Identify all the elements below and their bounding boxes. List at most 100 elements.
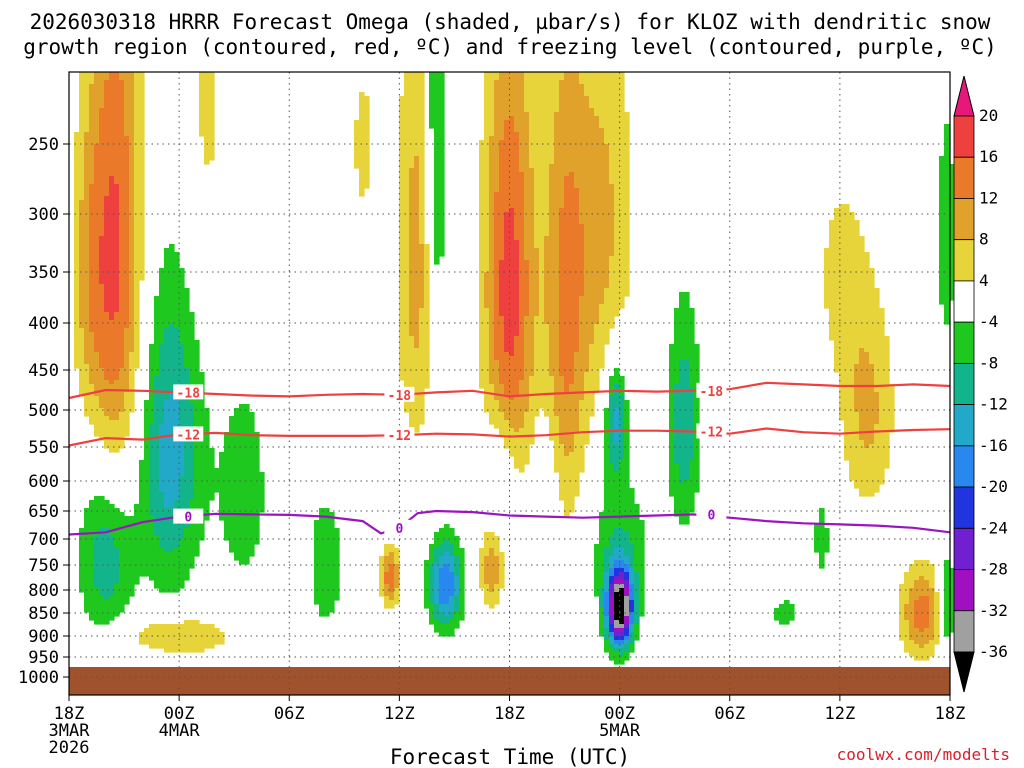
- omega-cell: [509, 376, 515, 381]
- omega-cell: [559, 328, 565, 333]
- omega-cell: [129, 200, 135, 205]
- omega-cell: [129, 384, 135, 389]
- omega-cell: [489, 276, 495, 281]
- omega-cell: [604, 184, 610, 189]
- omega-cell: [569, 224, 575, 229]
- omega-cell: [174, 352, 180, 357]
- omega-cell: [679, 344, 685, 349]
- omega-cell: [554, 296, 560, 301]
- omega-cell: [84, 332, 90, 337]
- omega-cell: [514, 104, 520, 109]
- omega-cell: [539, 344, 545, 349]
- omega-cell: [939, 220, 945, 225]
- omega-cell: [109, 384, 115, 389]
- omega-cell: [624, 260, 630, 265]
- omega-cell: [79, 196, 85, 201]
- omega-cell: [419, 248, 425, 253]
- omega-cell: [604, 180, 610, 185]
- omega-cell: [494, 344, 500, 349]
- omega-cell: [124, 328, 130, 333]
- omega-cell: [164, 360, 170, 365]
- omega-cell: [594, 96, 600, 101]
- omega-cell: [494, 248, 500, 253]
- omega-cell: [619, 384, 625, 389]
- omega-cell: [169, 312, 175, 317]
- omega-cell: [419, 200, 425, 205]
- omega-cell: [364, 156, 370, 161]
- omega-cell: [599, 124, 605, 129]
- omega-cell: [89, 384, 95, 389]
- omega-cell: [74, 184, 80, 189]
- omega-cell: [859, 244, 865, 249]
- omega-cell: [399, 272, 405, 277]
- omega-cell: [949, 196, 955, 201]
- omega-cell: [574, 252, 580, 257]
- omega-cell: [524, 344, 530, 349]
- omega-cell: [89, 248, 95, 253]
- omega-cell: [939, 236, 945, 241]
- omega-cell: [884, 348, 890, 353]
- omega-cell: [864, 364, 870, 369]
- omega-cell: [419, 148, 425, 153]
- omega-cell: [119, 332, 125, 337]
- omega-cell: [169, 272, 175, 277]
- omega-cell: [119, 336, 125, 341]
- omega-cell: [559, 324, 565, 329]
- omega-cell: [859, 332, 865, 337]
- omega-cell: [949, 264, 955, 269]
- omega-cell: [579, 184, 585, 189]
- omega-cell: [939, 168, 945, 173]
- omega-cell: [174, 312, 180, 317]
- omega-cell: [944, 124, 950, 129]
- omega-cell: [89, 116, 95, 121]
- omega-cell: [489, 208, 495, 213]
- omega-cell: [604, 288, 610, 293]
- omega-cell: [534, 228, 540, 233]
- omega-cell: [834, 364, 840, 369]
- omega-cell: [104, 128, 110, 133]
- omega-cell: [424, 316, 430, 321]
- omega-cell: [434, 244, 440, 249]
- omega-cell: [514, 264, 520, 269]
- omega-cell: [599, 360, 605, 365]
- omega-cell: [619, 296, 625, 301]
- omega-cell: [584, 196, 590, 201]
- omega-cell: [524, 152, 530, 157]
- omega-cell: [484, 360, 490, 365]
- omega-cell: [614, 376, 620, 381]
- omega-cell: [124, 316, 130, 321]
- omega-cell: [944, 144, 950, 149]
- omega-cell: [864, 356, 870, 361]
- omega-cell: [554, 388, 560, 393]
- omega-cell: [514, 344, 520, 349]
- omega-cell: [599, 196, 605, 201]
- omega-cell: [409, 140, 415, 145]
- omega-cell: [94, 96, 100, 101]
- omega-cell: [609, 276, 615, 281]
- omega-cell: [614, 248, 620, 253]
- omega-cell: [149, 376, 155, 381]
- omega-cell: [129, 220, 135, 225]
- omega-cell: [859, 288, 865, 293]
- omega-cell: [499, 272, 505, 277]
- omega-cell: [579, 104, 585, 109]
- omega-cell: [174, 304, 180, 309]
- omega-cell: [134, 152, 140, 157]
- omega-cell: [94, 364, 100, 369]
- omega-cell: [584, 284, 590, 289]
- omega-cell: [534, 340, 540, 345]
- omega-cell: [489, 204, 495, 209]
- omega-cell: [559, 380, 565, 385]
- omega-cell: [524, 240, 530, 245]
- omega-cell: [559, 124, 565, 129]
- omega-cell: [554, 316, 560, 321]
- omega-cell: [139, 88, 145, 93]
- omega-cell: [614, 308, 620, 313]
- omega-cell: [844, 316, 850, 321]
- omega-cell: [844, 324, 850, 329]
- omega-cell: [619, 380, 625, 385]
- omega-cell: [619, 252, 625, 257]
- omega-cell: [94, 348, 100, 353]
- omega-cell: [519, 220, 525, 225]
- omega-cell: [524, 132, 530, 137]
